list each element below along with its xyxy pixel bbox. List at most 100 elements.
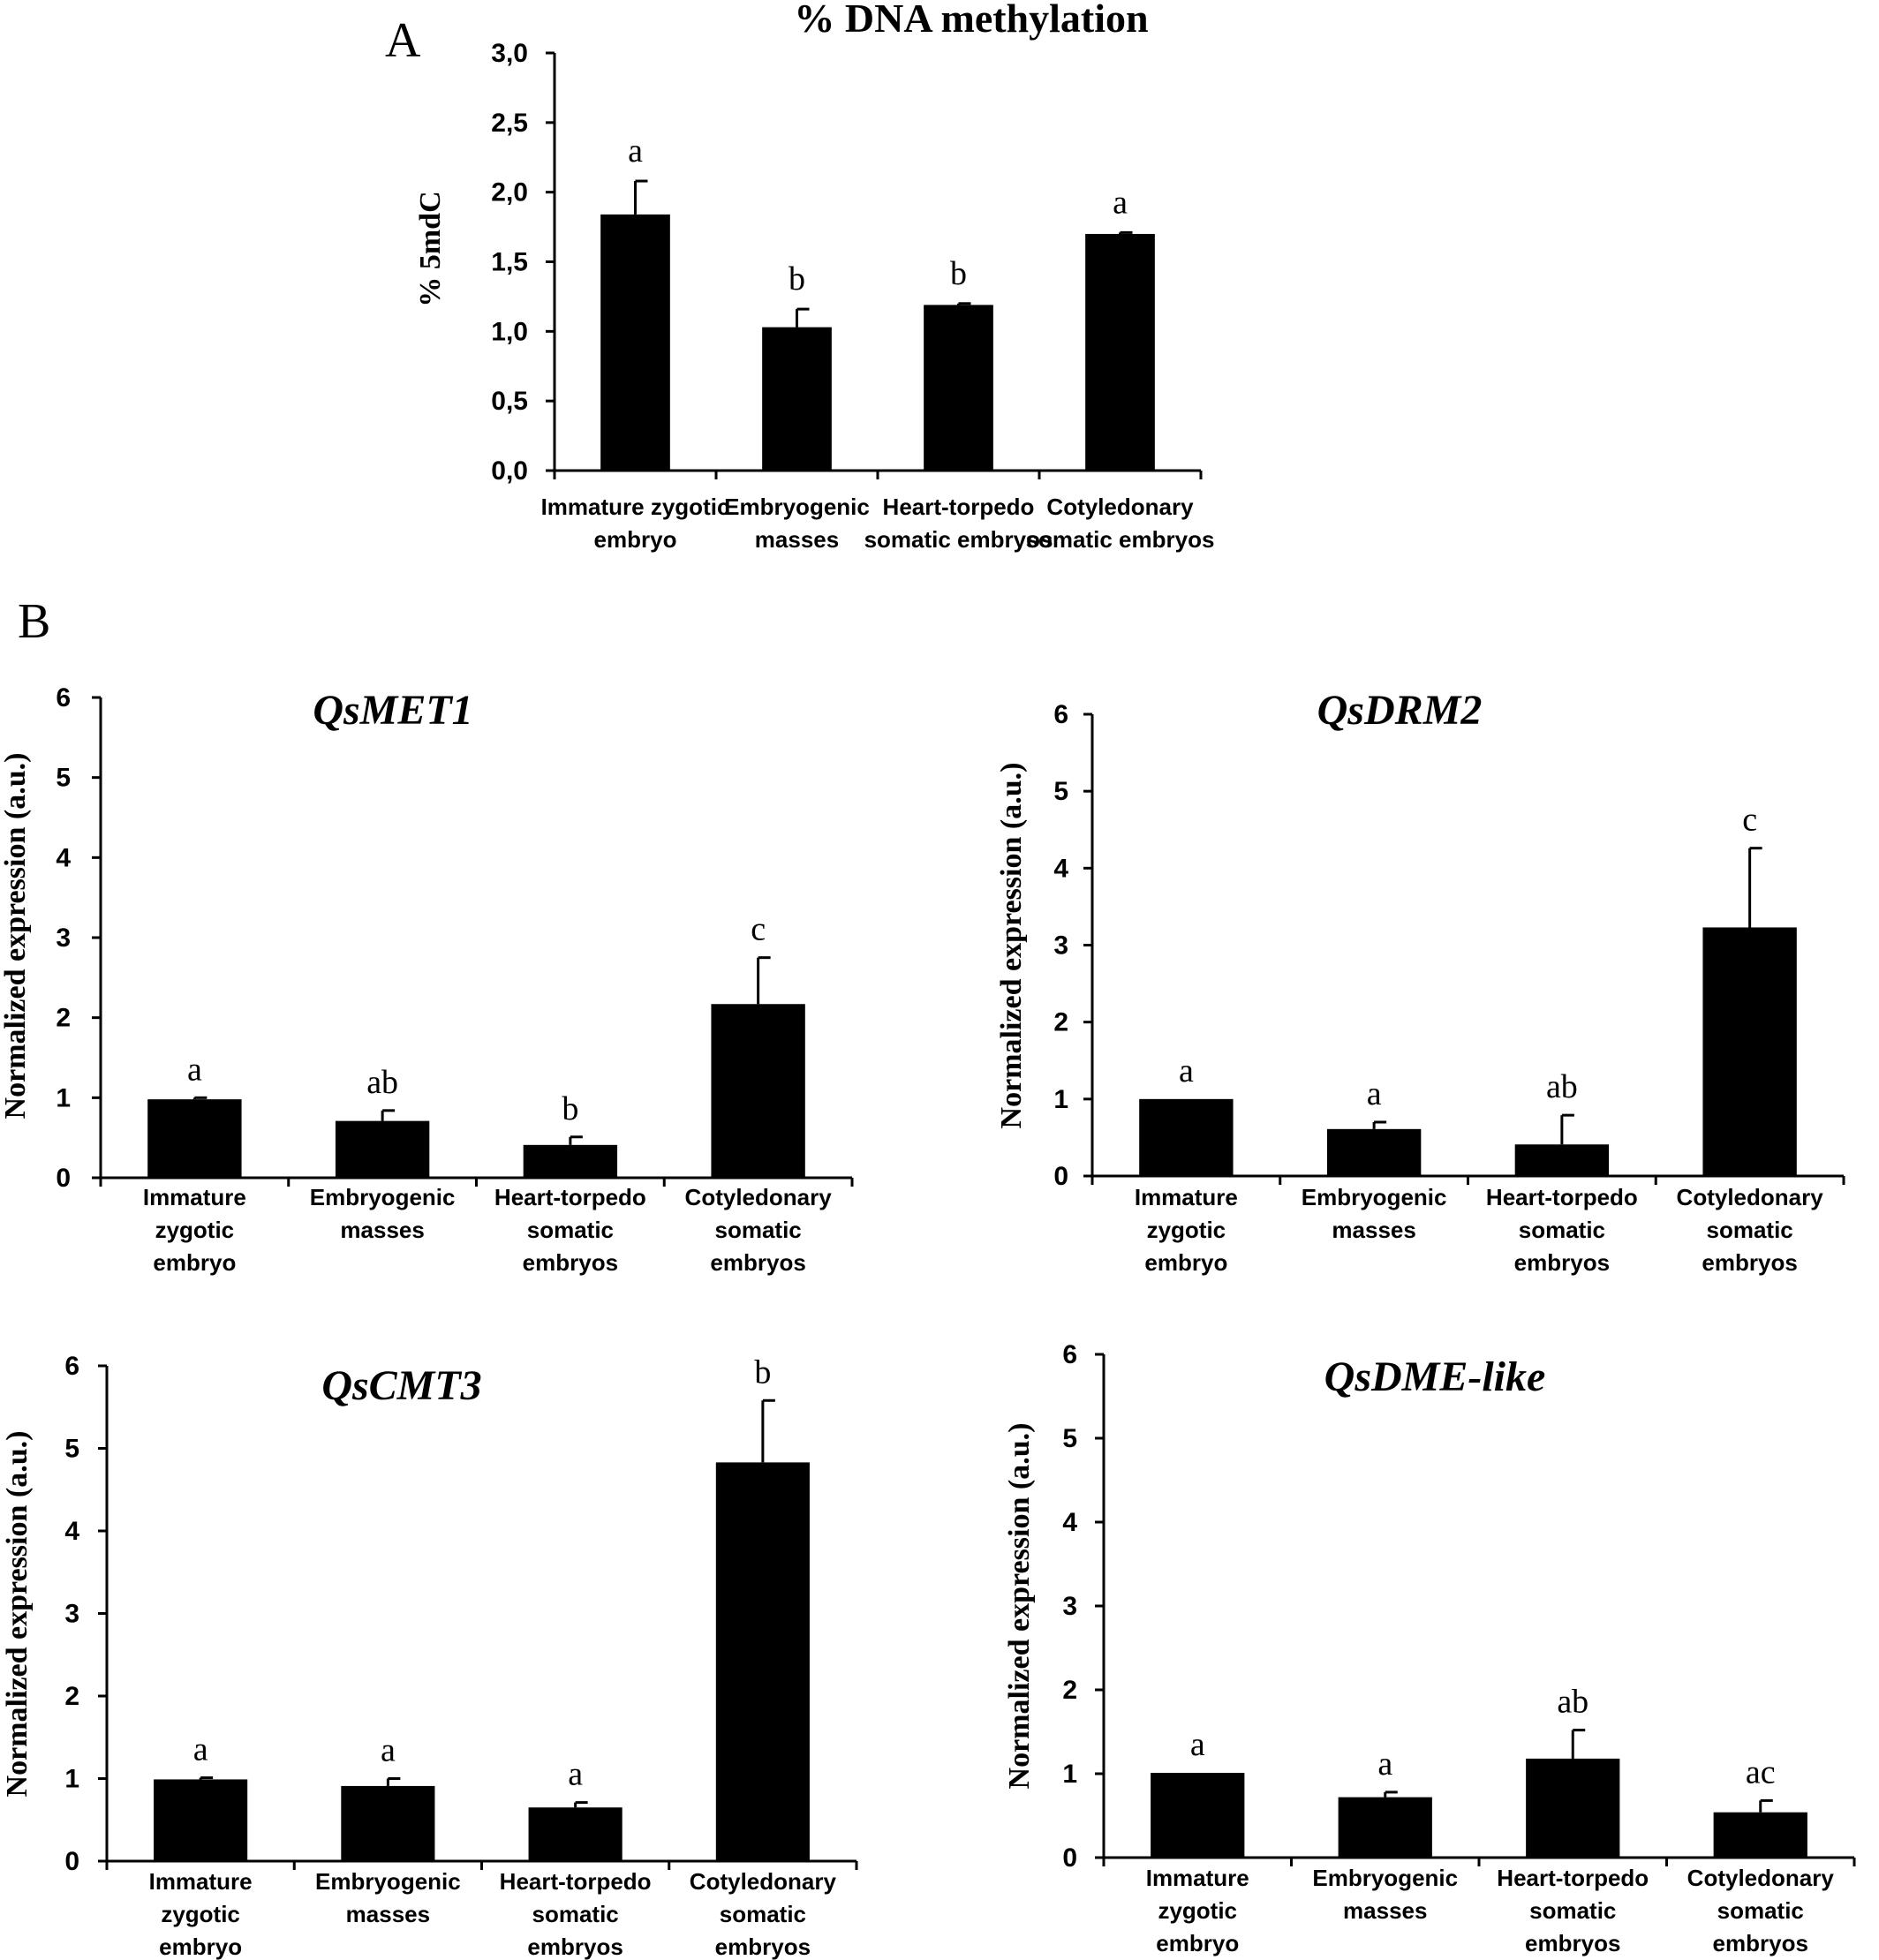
- x-category-label: embryos: [1525, 1930, 1620, 1956]
- significance-label: ab: [1546, 1068, 1578, 1105]
- y-tick-label: 5: [56, 764, 71, 793]
- x-category-label: Heart-torpedo: [494, 1184, 646, 1210]
- x-category-label: zygotic: [155, 1217, 235, 1243]
- significance-label: a: [187, 1051, 202, 1088]
- x-category-label: embryos: [1713, 1930, 1808, 1956]
- x-category-label: Immature: [1135, 1184, 1238, 1210]
- y-tick-label: 3: [64, 1600, 79, 1629]
- x-category-label: embryo: [594, 526, 677, 553]
- y-tick-label: 1: [64, 1765, 79, 1794]
- chart-title: QsDME-like: [1324, 1353, 1546, 1400]
- significance-label: a: [193, 1731, 208, 1768]
- chart-qsdrm2: 0 1 2 3 4 5 6 a Immature zygotic embryo a Embryogeni…: [995, 687, 1845, 1276]
- x-category-label: Heart-torpedo: [500, 1868, 652, 1895]
- x-category-label: Immature: [143, 1184, 246, 1210]
- x-category-label: embryos: [715, 1934, 811, 1960]
- significance-label: b: [789, 260, 805, 298]
- bar: [762, 327, 832, 471]
- y-tick-label: 1: [1062, 1760, 1077, 1789]
- bar: [600, 214, 670, 471]
- bar: [711, 1004, 805, 1178]
- y-tick-label: 1: [1053, 1085, 1068, 1114]
- y-tick-label: 2,0: [491, 178, 528, 207]
- significance-label: a: [568, 1756, 583, 1793]
- y-tick-label: 0: [64, 1847, 79, 1876]
- x-category-label: Embryogenic: [315, 1868, 461, 1895]
- x-category-label: somatic: [714, 1217, 801, 1243]
- chart-title: QsMET1: [313, 687, 472, 734]
- y-tick-label: 0: [1053, 1162, 1068, 1191]
- significance-label: a: [1377, 1745, 1392, 1783]
- y-tick-label: 1: [56, 1083, 71, 1112]
- x-category-label: Immature zygotic: [541, 494, 730, 520]
- y-tick-label: 5: [64, 1435, 79, 1464]
- y-tick-label: 0,0: [491, 456, 528, 486]
- bar: [1702, 927, 1797, 1176]
- x-category-label: masses: [346, 1901, 430, 1927]
- x-category-label: Cotyledonary: [690, 1868, 837, 1895]
- bar: [1526, 1758, 1620, 1858]
- y-tick-label: 3: [1053, 931, 1068, 961]
- x-category-label: somatic: [1717, 1897, 1804, 1924]
- x-category-label: somatic: [527, 1217, 614, 1243]
- x-category-label: embryos: [523, 1249, 618, 1276]
- significance-label: a: [1179, 1052, 1194, 1089]
- chart-a: 0,0 0,5 1,0 1,5 2,0 2,5 3,0 a Immature zygotic em…: [414, 0, 1214, 553]
- bar: [1139, 1098, 1234, 1176]
- bar: [528, 1807, 623, 1861]
- y-tick-label: 4: [64, 1517, 79, 1546]
- x-category-label: masses: [755, 526, 839, 553]
- x-category-label: somatic: [1706, 1217, 1792, 1243]
- significance-label: a: [381, 1732, 396, 1769]
- y-axis-label: Normalized expression (a.u.): [0, 753, 32, 1119]
- significance-label: a: [1113, 184, 1128, 221]
- x-category-label: somatic: [720, 1901, 806, 1927]
- x-category-label: zygotic: [161, 1901, 240, 1927]
- y-tick-label: 3: [56, 923, 71, 953]
- bar: [341, 1785, 435, 1861]
- y-axis-label: % 5mdC: [414, 191, 447, 306]
- y-tick-label: 2: [56, 1004, 71, 1033]
- significance-label: c: [1742, 802, 1757, 839]
- significance-label: b: [754, 1353, 771, 1391]
- chart-title: % DNA methylation: [794, 0, 1148, 41]
- significance-label: b: [950, 255, 967, 292]
- bar: [335, 1120, 430, 1178]
- x-category-label: Cotyledonary: [1046, 494, 1194, 520]
- significance-label: b: [562, 1090, 578, 1127]
- x-category-label: Immature: [1146, 1865, 1249, 1891]
- bar: [147, 1099, 242, 1178]
- y-tick-label: 3,0: [491, 39, 528, 68]
- panel-a-label: A: [385, 13, 421, 68]
- y-tick-label: 1,5: [491, 248, 528, 277]
- y-tick-label: 5: [1062, 1424, 1077, 1453]
- bar: [154, 1779, 248, 1861]
- y-tick-label: 3: [1062, 1592, 1077, 1621]
- bar: [924, 305, 993, 471]
- bar: [715, 1462, 810, 1861]
- x-category-label: Heart-torpedo: [1497, 1865, 1649, 1891]
- x-category-label: Embryogenic: [1312, 1865, 1458, 1891]
- x-category-label: embryo: [1156, 1930, 1239, 1956]
- x-category-label: masses: [1332, 1217, 1415, 1243]
- y-tick-label: 2: [1053, 1008, 1068, 1037]
- x-category-label: Heart-torpedo: [1486, 1184, 1638, 1210]
- x-category-label: embryo: [1144, 1249, 1227, 1276]
- y-tick-label: 4: [1053, 854, 1068, 883]
- y-tick-label: 0,5: [491, 387, 528, 416]
- y-axis-label: Normalized expression (a.u.): [1, 1431, 34, 1798]
- chart-qscmt3: 0 1 2 3 4 5 6 a Immature zygotic embryo a Embryogeni…: [1, 1352, 858, 1960]
- significance-label: c: [751, 911, 766, 948]
- x-category-label: zygotic: [1158, 1897, 1237, 1924]
- x-category-label: somatic embryos: [1026, 526, 1215, 553]
- y-tick-label: 0: [56, 1164, 71, 1193]
- x-category-label: embryos: [527, 1934, 623, 1960]
- y-tick-label: 6: [1053, 700, 1068, 729]
- x-category-label: Cotyledonary: [1677, 1184, 1824, 1210]
- x-category-label: masses: [1343, 1897, 1427, 1924]
- x-category-label: Embryogenic: [724, 494, 870, 520]
- bar: [1338, 1797, 1432, 1858]
- y-tick-label: 0: [1062, 1843, 1077, 1873]
- significance-label: a: [1367, 1075, 1382, 1112]
- x-category-label: embryos: [1514, 1249, 1610, 1276]
